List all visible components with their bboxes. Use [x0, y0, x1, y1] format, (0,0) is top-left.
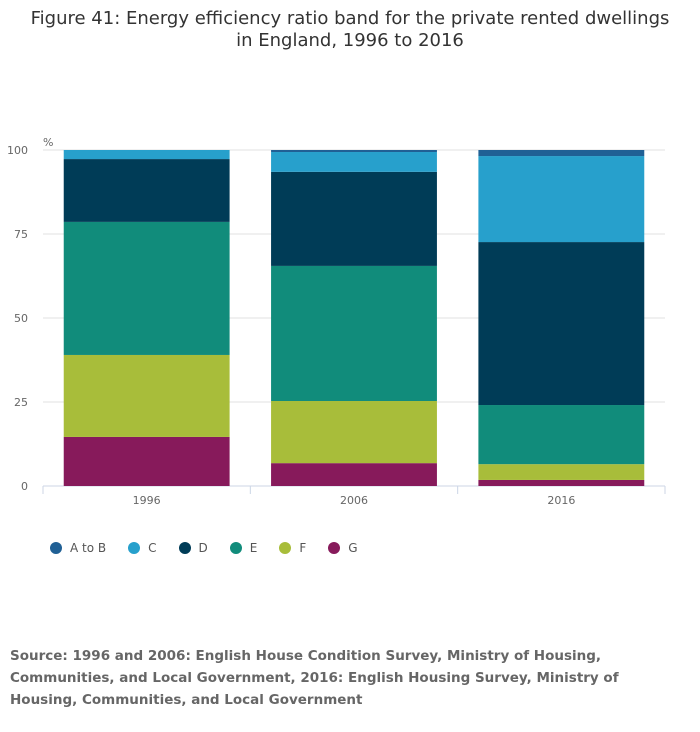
bar-segment-2016-C	[478, 156, 645, 243]
legend-item[interactable]: C	[128, 541, 157, 555]
bar-segment-1996-G	[63, 436, 230, 486]
bar-segment-2016-G	[478, 479, 645, 486]
legend-item[interactable]: D	[178, 541, 208, 555]
legend-label: A to B	[70, 541, 107, 555]
bar-segment-1996-E	[63, 221, 230, 355]
legend-item[interactable]: A to B	[50, 541, 106, 555]
bar-segment-2016-E	[478, 405, 645, 465]
bar-segment-2006-F	[271, 400, 437, 464]
legend-item[interactable]: F	[279, 541, 306, 555]
bar-segment-2006-G	[271, 463, 437, 486]
bar-segment-2006-A-to-B	[271, 150, 437, 153]
legend-swatch	[279, 542, 292, 554]
y-axis-label: %	[43, 136, 53, 149]
bar-segment-2016-D	[478, 242, 645, 406]
legend-label: C	[148, 541, 157, 555]
legend-label: F	[299, 541, 307, 555]
y-tick-label: 0	[21, 480, 28, 493]
legend-swatch	[328, 542, 341, 554]
y-tick-label: 100	[7, 144, 28, 157]
legend-swatch	[229, 542, 242, 554]
legend-label: G	[348, 541, 358, 555]
y-tick-label: 75	[14, 228, 28, 241]
bar-segment-2016-A-to-B	[478, 150, 645, 157]
y-tick-label: 25	[14, 396, 28, 409]
bar-segment-1996-D	[63, 159, 230, 222]
bar-segment-2016-F	[478, 464, 645, 480]
legend-item[interactable]: G	[328, 541, 358, 555]
legend-swatch	[128, 542, 141, 554]
bar-segment-1996-F	[63, 354, 230, 437]
x-tick-label: 1996	[133, 494, 161, 507]
y-tick-label: 50	[14, 312, 28, 325]
chart-title: Figure 41: Energy efficiency ratio band …	[30, 8, 670, 51]
bar-segment-2006-D	[271, 171, 437, 266]
legend-item[interactable]: E	[229, 541, 258, 555]
legend-swatch	[50, 542, 62, 554]
legend-label: E	[249, 541, 258, 555]
legend-label: D	[198, 541, 208, 555]
bar-segment-1996-C	[63, 150, 230, 160]
source-note: Source: 1996 and 2006: English House Con…	[10, 648, 619, 708]
bar-segment-2006-E	[271, 265, 437, 401]
legend: A to B C D E F G	[50, 541, 380, 555]
x-tick-label: 2016	[547, 494, 575, 507]
stacked-bar-chart: 0 25 50 75 100% 1996 2006 2016	[7, 136, 666, 507]
bar-segment-2006-C	[271, 152, 437, 172]
legend-swatch	[178, 542, 191, 554]
x-tick-label: 2006	[340, 494, 368, 507]
